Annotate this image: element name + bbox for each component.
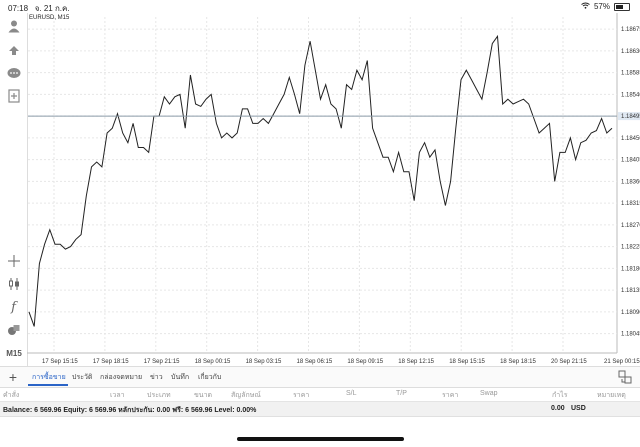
layout-icon[interactable] (618, 370, 632, 389)
battery-percent: 57% (593, 2, 610, 11)
time-tick-label: 18 Sep 00:15 (195, 359, 231, 365)
col-price-current: ราคา (442, 392, 459, 399)
col-swap: Swap (480, 390, 498, 397)
price-line (28, 34, 613, 327)
tab-about[interactable]: เกี่ยวกับ (198, 374, 222, 381)
price-tick-label: 1.18450 (621, 136, 640, 142)
balance-currency: USD (571, 405, 586, 412)
col-time: เวลา (110, 392, 125, 399)
time-tick-label: 18 Sep 18:15 (500, 359, 536, 365)
price-tick-label: 1.18540 (621, 92, 640, 98)
chat-icon[interactable] (4, 64, 23, 82)
balance-summary: Balance: 6 569.96 Equity: 6 569.96 หลักป… (3, 407, 257, 414)
time-tick-label: 18 Sep 12:15 (398, 359, 434, 365)
status-time: 07:18 (8, 4, 29, 13)
trade-icon[interactable] (4, 41, 23, 59)
document-add-icon[interactable] (4, 87, 23, 105)
time-tick-label: 17 Sep 15:15 (42, 359, 78, 365)
balance-row: Balance: 6 569.96 Equity: 6 569.96 หลักป… (0, 402, 640, 417)
price-tick-label: 1.18225 (621, 245, 640, 251)
timeframe-label[interactable]: M15 (6, 349, 22, 358)
col-tp: T/P (396, 390, 407, 397)
price-tick-label: 1.18135 (621, 288, 640, 294)
price-tick-label: 1.18585 (621, 71, 640, 77)
status-left: 07:18 จ. 21 ก.ค. (8, 2, 70, 15)
col-type: ประเภท (147, 392, 171, 399)
col-sl: S/L (346, 390, 357, 397)
tab-mailbox[interactable]: กล่องจดหมาย (100, 374, 143, 381)
price-chart[interactable]: 1.18675 1.18630 1.18585 1.18540 1.18495 1.184… (27, 13, 640, 366)
price-tick-label: 1.18630 (621, 49, 640, 55)
col-price: ราคา (293, 392, 310, 399)
left-toolbar: f M15 (0, 13, 28, 366)
time-tick-label: 18 Sep 06:15 (297, 359, 333, 365)
time-tick-label: 20 Sep 21:15 (551, 359, 587, 365)
time-tick-label: 18 Sep 09:15 (347, 359, 383, 365)
account-icon[interactable] (4, 17, 23, 35)
indicator-f-icon[interactable]: f (11, 299, 16, 315)
time-tick-label: 18 Sep 03:15 (246, 359, 282, 365)
tab-trade[interactable]: การซื้อขาย (32, 374, 66, 381)
price-tick-label: 1.18315 (621, 201, 640, 207)
orders-header: คำสั่ง เวลา ประเภท ขนาด สัญลักษณ์ ราคา S… (0, 387, 640, 402)
price-tick-label: 1.18180 (621, 266, 640, 272)
status-right: 57% (581, 2, 630, 11)
status-date: จ. 21 ก.ค. (34, 4, 70, 13)
tab-history[interactable]: ประวัติ (72, 374, 93, 381)
wifi-icon (581, 2, 590, 11)
objects-icon[interactable] (4, 321, 23, 339)
current-price-label: 1.18495 (621, 114, 640, 120)
col-size: ขนาด (194, 392, 213, 399)
price-tick-label: 1.18090 (621, 310, 640, 316)
add-icon[interactable]: + (8, 369, 18, 385)
col-symbol: สัญลักษณ์ (231, 392, 261, 399)
time-tick-label: 18 Sep 15:15 (449, 359, 485, 365)
price-tick-label: 1.18405 (621, 158, 640, 164)
col-profit: กำไร (552, 392, 568, 399)
col-order: คำสั่ง (3, 392, 20, 399)
chart-area[interactable]: 1.18675 1.18630 1.18585 1.18540 1.18495 1.184… (27, 13, 640, 366)
time-tick-label: 17 Sep 21:15 (144, 359, 180, 365)
current-price-box (618, 112, 640, 121)
time-tick-label: 17 Sep 18:15 (93, 359, 129, 365)
time-tick-label: 21 Sep 00:15 (604, 359, 640, 365)
price-tick-label: 1.18045 (621, 332, 640, 338)
tab-journal[interactable]: บันทึก (171, 374, 190, 381)
active-tab-indicator (28, 384, 68, 386)
terminal-tabs: + การซื้อขาย ประวัติ กล่องจดหมาย ข่าว บั… (0, 366, 640, 388)
balance-profit: 0.00 (551, 405, 565, 412)
price-tick-label: 1.18270 (621, 223, 640, 229)
tab-news[interactable]: ข่าว (150, 374, 163, 381)
crosshair-icon[interactable] (4, 252, 23, 270)
home-indicator (237, 437, 404, 441)
price-tick-label: 1.18675 (621, 27, 640, 33)
status-bar: 07:18 จ. 21 ก.ค. 57% (0, 0, 640, 13)
chart-symbol: EURUSD, M15 (29, 15, 70, 21)
price-tick-label: 1.18360 (621, 179, 640, 185)
battery-icon (614, 2, 630, 11)
col-comment: หมายเหตุ (597, 392, 626, 399)
candles-icon[interactable] (4, 275, 23, 293)
